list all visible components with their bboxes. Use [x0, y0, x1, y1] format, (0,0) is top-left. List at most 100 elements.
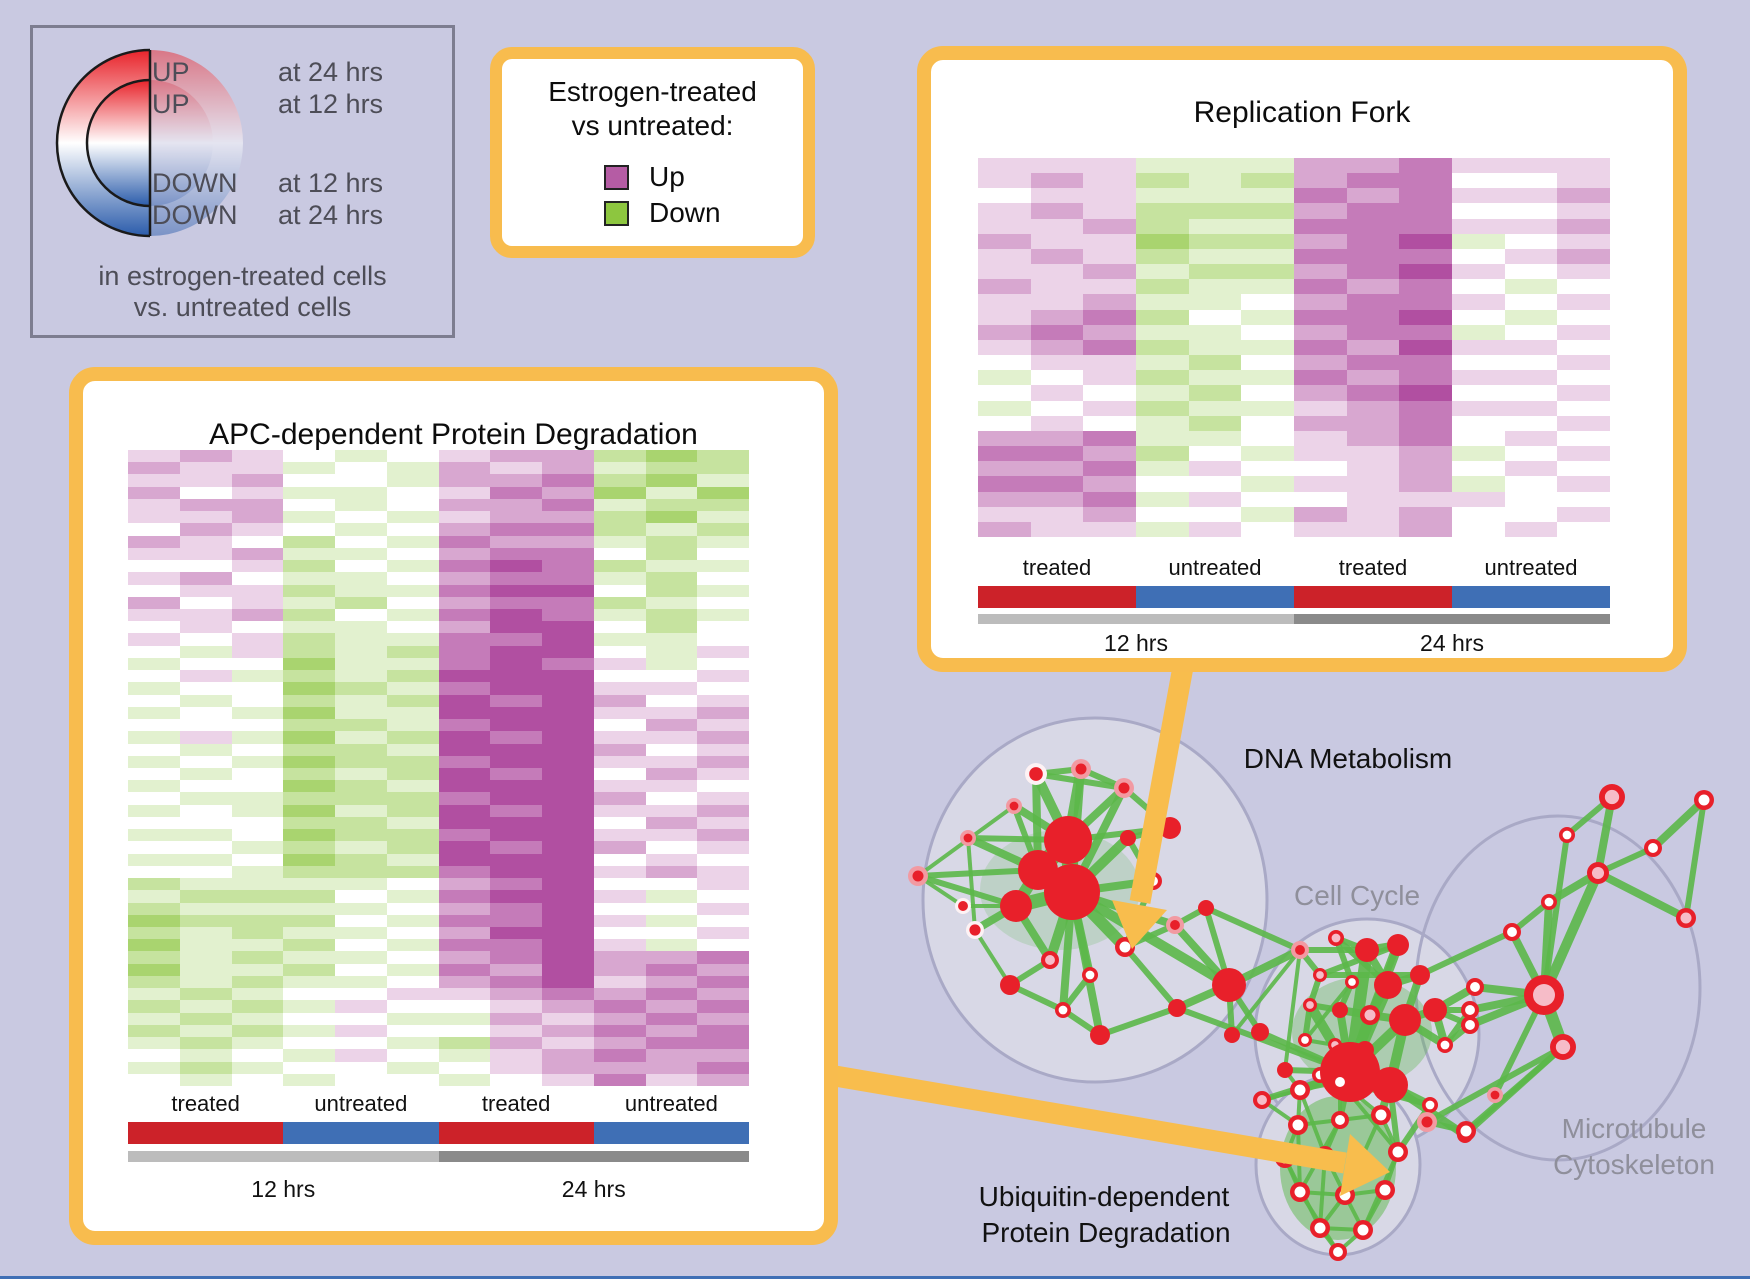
heatmap-cell [490, 645, 542, 658]
heatmap-cell [542, 902, 594, 915]
heatmap-cell [1294, 491, 1347, 507]
heatmap-cell [593, 486, 646, 499]
heatmap-cell [128, 902, 180, 915]
heatmap-cell [1399, 491, 1452, 507]
heatmap-cell [1083, 248, 1136, 265]
heatmap-cell [1188, 173, 1242, 189]
heatmap-cell [1083, 491, 1136, 507]
heatmap-cell [179, 767, 232, 781]
heatmap-cell [490, 657, 542, 671]
heatmap-cell [438, 926, 491, 940]
heatmap-cell [179, 743, 232, 756]
heatmap-cell [231, 694, 284, 707]
heatmap-cell [697, 535, 749, 548]
heatmap-cell [978, 339, 1031, 356]
heatmap-cell [593, 511, 646, 524]
heatmap-cell [697, 926, 749, 940]
heatmap-cell [283, 645, 335, 658]
heatmap-cell [1294, 521, 1347, 537]
heatmap-cell [1241, 158, 1294, 174]
heatmap-cell [438, 743, 491, 756]
network-node-red [1168, 999, 1186, 1017]
heatmap-cell [1294, 385, 1347, 401]
heatmap-cell [542, 841, 594, 854]
condition-label: untreated [624, 1091, 718, 1116]
heatmap-cell [128, 535, 180, 548]
time-label: 12 hrs [1104, 630, 1168, 656]
heatmap-cell [283, 572, 335, 585]
heatmap-cell [593, 560, 646, 573]
heatmap-cell [1557, 491, 1610, 507]
heatmap-cell [1030, 476, 1084, 492]
heatmap-cell [978, 430, 1031, 447]
heatmap-cell [490, 706, 542, 720]
network-node-core [1348, 978, 1356, 986]
heatmap-cell [1136, 233, 1189, 249]
heatmap-cell [645, 621, 698, 634]
heatmap-cell [179, 755, 232, 768]
heatmap-cell [593, 657, 646, 671]
heatmap-cell [231, 1024, 284, 1038]
heatmap-cell [231, 767, 284, 781]
heatmap-cell [978, 218, 1031, 234]
heatmap-cell [490, 462, 542, 475]
heatmap-cell [179, 633, 232, 646]
heatmap-cell [1399, 355, 1452, 371]
heatmap-cell [128, 498, 180, 512]
heatmap-cell [490, 767, 542, 781]
heatmap-cell [1557, 173, 1610, 189]
heatmap-cell [1188, 294, 1242, 310]
heatmap-cell [1241, 446, 1294, 462]
heatmap-cell [645, 633, 698, 646]
heatmap-cell [335, 755, 387, 768]
heatmap-cell [593, 621, 646, 634]
heatmap-cell [697, 914, 749, 927]
heatmap-cell [386, 560, 439, 573]
network-node-core [958, 901, 968, 911]
heatmap-cell [386, 914, 439, 927]
ring-footer-line2: vs. untreated cells [133, 292, 352, 322]
heatmap-cell [697, 450, 749, 463]
color-legend-box: Estrogen-treated vs untreated: Up Down [490, 47, 815, 258]
heatmap-cell [490, 755, 542, 768]
heatmap-cell [438, 939, 491, 952]
heatmap-cell [542, 755, 594, 768]
heatmap-cell [438, 511, 491, 524]
heatmap-cell [490, 608, 542, 622]
heatmap-cell [1452, 461, 1505, 477]
network-node-core [1421, 1116, 1433, 1128]
network-edge [1204, 905, 1302, 953]
heatmap-cell [490, 547, 542, 561]
heatmap-cell [1241, 279, 1294, 295]
heatmap-cell [386, 535, 439, 548]
heatmap-cell [1294, 203, 1347, 219]
network-node-core [1085, 970, 1095, 980]
heatmap-cell [542, 853, 594, 866]
heatmap-cell [542, 511, 594, 524]
heatmap-cell [128, 731, 180, 744]
heatmap-cell [386, 645, 439, 658]
heatmap-cell [179, 804, 232, 817]
heatmap-cell [335, 633, 387, 646]
heatmap-cell [386, 1000, 439, 1013]
heatmap-cell [593, 596, 646, 609]
heatmap-cell [179, 780, 232, 793]
heatmap-cell [386, 963, 439, 976]
heatmap-cell [386, 670, 439, 683]
heatmap-cell [593, 951, 646, 964]
heatmap-cell [1504, 415, 1558, 431]
time-bar-segment [438, 1151, 749, 1162]
heatmap-cell [1504, 218, 1558, 234]
heatmap-cell [231, 706, 284, 720]
heatmap-cell [593, 841, 646, 854]
heatmap-cell [438, 572, 491, 585]
heatmap-cell [1294, 158, 1347, 174]
heatmap-cell [179, 682, 232, 695]
heatmap-cell [542, 975, 594, 989]
heatmap-cell [1399, 173, 1452, 189]
network-node-red [1044, 864, 1100, 920]
heatmap-cell [978, 476, 1031, 492]
heatmap-cell [1083, 264, 1136, 280]
heatmap-cell [490, 1012, 542, 1025]
heatmap-cell [128, 719, 180, 732]
